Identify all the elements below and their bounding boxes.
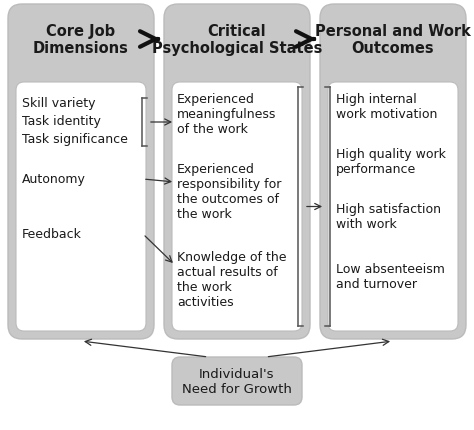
Text: Critical
Psychological States: Critical Psychological States bbox=[152, 24, 322, 56]
Text: Task significance: Task significance bbox=[22, 133, 128, 146]
FancyBboxPatch shape bbox=[8, 5, 154, 339]
Text: Experienced
responsibility for
the outcomes of
the work: Experienced responsibility for the outco… bbox=[177, 163, 282, 221]
Text: Personal and Work
Outcomes: Personal and Work Outcomes bbox=[315, 24, 471, 56]
FancyBboxPatch shape bbox=[320, 5, 466, 339]
Text: Knowledge of the
actual results of
the work
activities: Knowledge of the actual results of the w… bbox=[177, 250, 286, 308]
FancyBboxPatch shape bbox=[172, 357, 302, 405]
FancyBboxPatch shape bbox=[172, 83, 302, 331]
Text: Experienced
meaningfulness
of the work: Experienced meaningfulness of the work bbox=[177, 93, 276, 136]
FancyBboxPatch shape bbox=[328, 83, 458, 331]
Text: Skill variety: Skill variety bbox=[22, 97, 95, 110]
Text: High quality work
performance: High quality work performance bbox=[336, 147, 446, 175]
Text: Autonomy: Autonomy bbox=[22, 172, 86, 186]
Text: Core Job
Dimensions: Core Job Dimensions bbox=[33, 24, 129, 56]
FancyBboxPatch shape bbox=[16, 83, 146, 331]
Text: High internal
work motivation: High internal work motivation bbox=[336, 93, 438, 121]
Text: High satisfaction
with work: High satisfaction with work bbox=[336, 203, 441, 230]
FancyBboxPatch shape bbox=[164, 5, 310, 339]
Text: Feedback: Feedback bbox=[22, 227, 82, 240]
Text: Task identity: Task identity bbox=[22, 115, 101, 128]
Text: Individual's
Need for Growth: Individual's Need for Growth bbox=[182, 367, 292, 395]
Text: Low absenteeism
and turnover: Low absenteeism and turnover bbox=[336, 262, 445, 290]
